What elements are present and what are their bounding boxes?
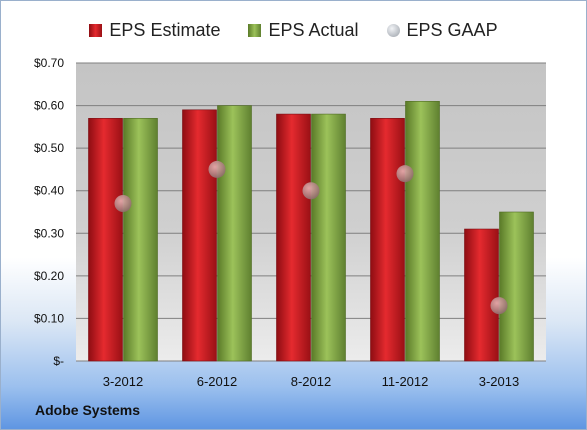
legend-label: EPS GAAP	[406, 19, 498, 40]
legend-swatch	[386, 23, 400, 37]
bar-eps-estimate	[182, 109, 217, 362]
bar-eps-actual	[499, 211, 534, 362]
point-eps-gaap	[208, 160, 226, 178]
company-name: Adobe Systems	[35, 402, 141, 418]
bar-eps-actual	[123, 118, 158, 362]
bar-eps-estimate	[276, 113, 311, 362]
bar-eps-actual	[311, 113, 346, 362]
x-tick-label: 8-2012	[291, 374, 331, 389]
gaap-points	[114, 160, 508, 315]
legend-label: EPS Estimate	[109, 19, 221, 40]
y-tick-label: $0.60	[34, 99, 64, 113]
legend-item-eps-estimate: EPS Estimate	[89, 20, 220, 41]
legend-label: EPS Actual	[268, 19, 359, 40]
legend-swatch	[248, 23, 262, 37]
bar-eps-estimate	[464, 228, 499, 362]
y-tick-label: $-	[53, 354, 64, 368]
y-tick-label: $0.30	[34, 226, 64, 240]
y-tick-label: $0.50	[34, 141, 64, 155]
legend-swatch	[89, 23, 103, 37]
legend: EPS Estimate EPS Actual EPS GAAP	[1, 15, 586, 45]
y-tick-label: $0.40	[34, 184, 64, 198]
point-eps-gaap	[302, 182, 320, 200]
x-tick-label: 11-2012	[382, 374, 429, 389]
y-axis: $- $0.10 $0.20 $0.30 $0.40 $0.50 $0.60 $0.70	[34, 56, 64, 368]
y-tick-label: $0.70	[34, 56, 64, 70]
y-tick-label: $0.10	[34, 311, 64, 325]
bars	[88, 101, 534, 362]
legend-item-eps-gaap: EPS GAAP	[386, 19, 498, 41]
bar-eps-estimate	[88, 118, 123, 362]
legend-item-eps-actual: EPS Actual	[248, 19, 359, 41]
bar-eps-actual	[217, 105, 252, 362]
x-tick-label: 6-2012	[197, 374, 237, 389]
point-eps-gaap	[396, 165, 414, 183]
y-tick-label: $0.20	[34, 269, 64, 283]
bar-eps-estimate	[370, 118, 405, 362]
point-eps-gaap	[490, 297, 508, 315]
x-tick-label: 3-2012	[103, 374, 143, 389]
x-axis: 3-2012 6-2012 8-2012 11-2012 3-2013	[103, 374, 519, 389]
point-eps-gaap	[114, 194, 132, 212]
x-tick-label: 3-2013	[479, 374, 519, 389]
bar-eps-actual	[405, 101, 440, 362]
